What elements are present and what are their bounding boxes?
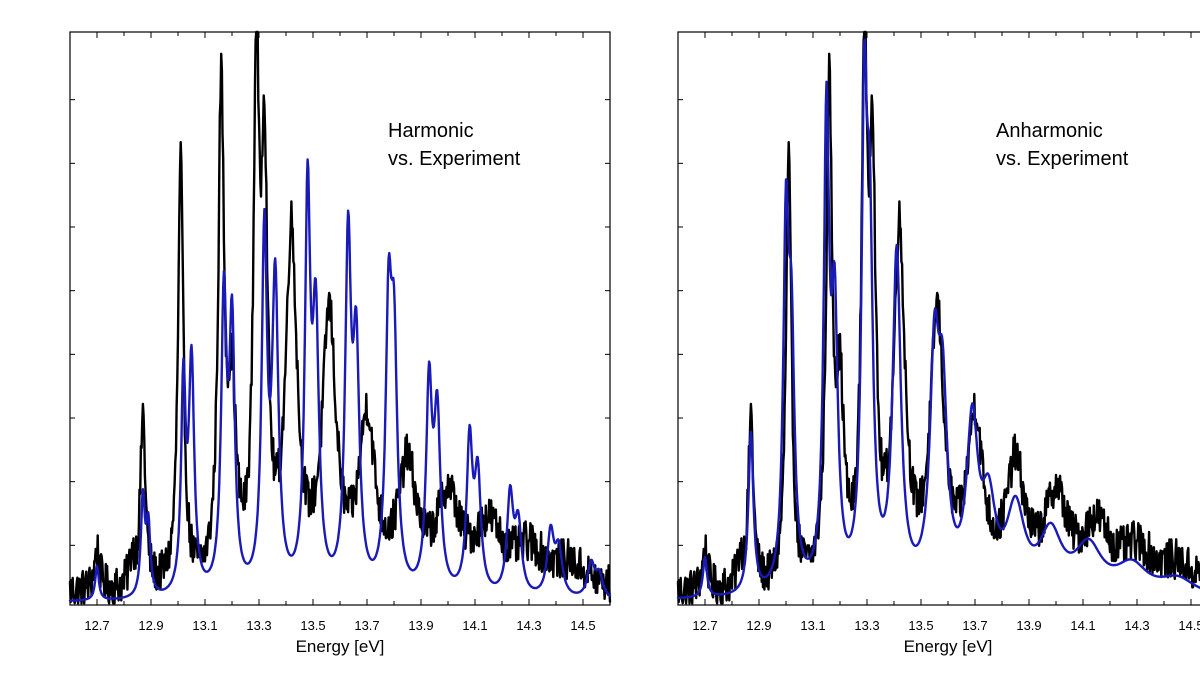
x-tick-label: 13.1	[800, 618, 825, 633]
annotation-line-2: vs. Experiment	[996, 148, 1129, 170]
x-tick-labels: 12.7 12.9 13.1 13.3 13.5 13.7 13.9 14.1 14.3 14.5	[692, 618, 1200, 633]
x-tick-labels: 12.7 12.9 13.1 13.3 13.5 13.7 13.9 14.1 14.3 14.5	[84, 618, 595, 633]
annotation-line-1: Harmonic	[388, 120, 474, 142]
x-tick-label: 14.3	[1124, 618, 1149, 633]
x-tick-label: 13.9	[408, 618, 433, 633]
annotation-line-2: vs. Experiment	[388, 148, 521, 170]
ticks	[677, 32, 1192, 605]
x-tick-label: 14.5	[570, 618, 595, 633]
x-tick-label: 13.3	[854, 618, 879, 633]
curves	[68, 30, 612, 605]
series-line-theory	[676, 38, 1200, 600]
x-tick-label: 14.1	[462, 618, 487, 633]
x-tick-label: 12.7	[84, 618, 109, 633]
x-axis-label: Energy [eV]	[904, 637, 993, 656]
curves	[676, 30, 1200, 605]
x-tick-label: 14.1	[1070, 618, 1095, 633]
x-tick-label: 13.5	[908, 618, 933, 633]
x-tick-label: 12.7	[692, 618, 717, 633]
x-tick-label: 13.5	[300, 618, 325, 633]
x-axis-label: Energy [eV]	[296, 637, 385, 656]
ticks	[69, 32, 611, 605]
x-tick-label: 12.9	[746, 618, 771, 633]
series-line-experiment	[676, 30, 1200, 605]
x-tick-label: 14.5	[1178, 618, 1200, 633]
x-tick-label: 14.3	[516, 618, 541, 633]
series-line-theory	[68, 158, 612, 602]
x-tick-label: 13.7	[354, 618, 379, 633]
x-tick-label: 13.9	[1016, 618, 1041, 633]
x-tick-label: 13.7	[962, 618, 987, 633]
x-tick-label: 13.3	[246, 618, 271, 633]
panel-anharmonic: 12.7 12.9 13.1 13.3 13.5 13.7 13.9 14.1 14.3 14.5…	[676, 30, 1200, 656]
panel-harmonic: 12.7 12.9 13.1 13.3 13.5 13.7 13.9 14.1 14.3 14.5…	[68, 30, 612, 656]
x-tick-label: 12.9	[138, 618, 163, 633]
x-tick-label: 13.1	[192, 618, 217, 633]
annotation-line-1: Anharmonic	[996, 120, 1103, 142]
